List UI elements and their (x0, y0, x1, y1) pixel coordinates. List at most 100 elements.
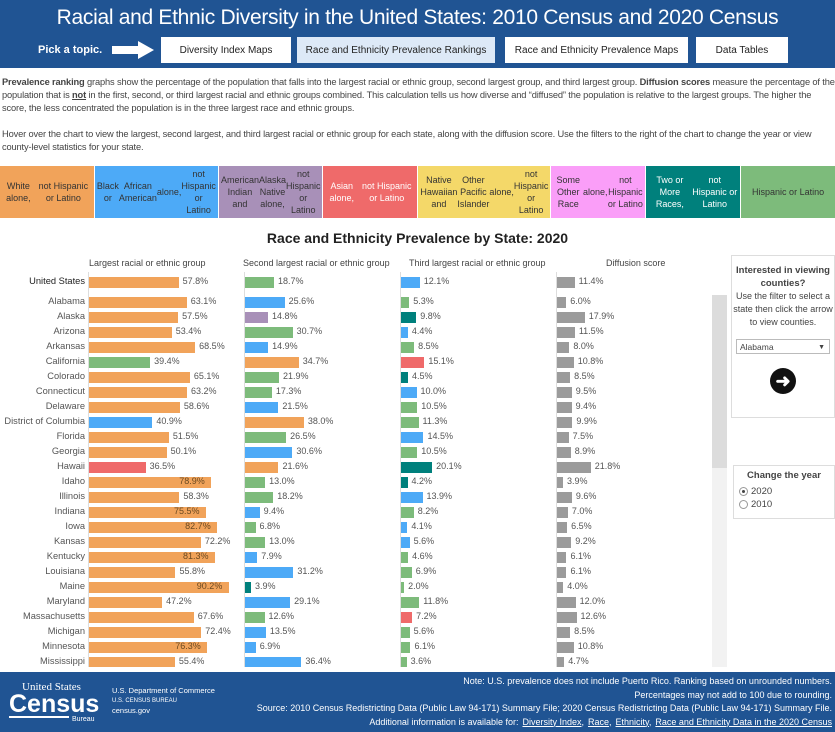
third-bar[interactable] (401, 537, 410, 548)
largest-bar[interactable] (89, 327, 172, 338)
table-row[interactable]: Illinois 58.3% 18.2% 13.9% 9.6% (0, 490, 710, 505)
second-bar[interactable] (245, 297, 285, 308)
diffusion-bar[interactable] (557, 612, 577, 623)
state-select[interactable]: Alabama ▼ (736, 339, 830, 354)
third-bar[interactable] (401, 582, 405, 593)
second-bar[interactable] (245, 582, 252, 593)
third-bar[interactable] (401, 597, 420, 608)
third-bar[interactable] (401, 277, 420, 288)
third-bar[interactable] (401, 297, 410, 308)
largest-bar[interactable] (89, 432, 169, 443)
third-bar[interactable] (401, 612, 413, 623)
diffusion-bar[interactable] (557, 297, 567, 308)
diffusion-bar[interactable] (557, 657, 565, 667)
table-row[interactable]: Maine 90.2% 3.9% 2.0% 4.0% (0, 580, 710, 595)
table-row[interactable]: Maryland 47.2% 29.1% 11.8% 12.0% (0, 595, 710, 610)
largest-bar[interactable] (89, 477, 212, 488)
legend-nhpi[interactable]: Native Hawaiian and Other Pacific Islande… (418, 166, 551, 218)
third-bar[interactable] (401, 642, 411, 653)
third-bar[interactable] (401, 432, 424, 443)
link-ethnicity[interactable]: Ethnicity, (615, 716, 652, 727)
second-bar[interactable] (245, 477, 266, 488)
link-diversity-index[interactable]: Diversity Index, (522, 716, 585, 727)
largest-bar[interactable] (89, 492, 180, 503)
table-row[interactable]: Connecticut 63.2% 17.3% 10.0% 9.5% (0, 385, 710, 400)
link-race-ethnicity-2020[interactable]: Race and Ethnicity Data in the 2020 Cens… (655, 716, 832, 727)
chart-scrollbar[interactable] (712, 295, 727, 667)
diffusion-bar[interactable] (557, 642, 574, 653)
second-bar[interactable] (245, 357, 299, 368)
table-row[interactable]: Idaho 78.9% 13.0% 4.2% 3.9% (0, 475, 710, 490)
largest-bar[interactable] (89, 537, 201, 548)
second-bar[interactable] (245, 312, 268, 323)
table-row[interactable]: Florida 51.5% 26.5% 14.5% 7.5% (0, 430, 710, 445)
diffusion-bar[interactable] (557, 537, 572, 548)
second-bar[interactable] (245, 507, 260, 518)
second-bar[interactable] (245, 342, 269, 353)
largest-bar[interactable] (89, 462, 146, 473)
third-bar[interactable] (401, 372, 408, 383)
second-bar[interactable] (245, 492, 274, 503)
diffusion-bar[interactable] (557, 582, 564, 593)
second-bar[interactable] (245, 537, 266, 548)
third-bar[interactable] (401, 342, 415, 353)
diffusion-bar[interactable] (557, 402, 572, 413)
third-bar[interactable] (401, 462, 433, 473)
second-bar[interactable] (245, 372, 279, 383)
table-row[interactable]: Arkansas 68.5% 14.9% 8.5% 8.0% (0, 340, 710, 355)
table-row[interactable]: Massachusetts 67.6% 12.6% 7.2% 12.6% (0, 610, 710, 625)
second-bar[interactable] (245, 387, 272, 398)
table-row[interactable]: Delaware 58.6% 21.5% 10.5% 9.4% (0, 400, 710, 415)
diffusion-bar[interactable] (557, 627, 571, 638)
radio-2020[interactable]: 2020 (739, 485, 834, 498)
largest-bar[interactable] (89, 447, 167, 458)
third-bar[interactable] (401, 312, 417, 323)
diffusion-bar[interactable] (557, 327, 575, 338)
legend-white[interactable]: White alone, not Hispanic or Latino (0, 166, 94, 218)
largest-bar[interactable] (89, 552, 215, 563)
diffusion-bar[interactable] (557, 277, 575, 288)
second-bar[interactable] (245, 567, 294, 578)
table-row[interactable]: Alabama 63.1% 25.6% 5.3% 6.0% (0, 295, 710, 310)
third-bar[interactable] (401, 447, 418, 458)
arrow-right-circle-icon[interactable]: ➜ (770, 368, 796, 394)
tab-prevalence-rankings[interactable]: Race and Ethnicity Prevalence Rankings (297, 37, 495, 63)
diffusion-bar[interactable] (557, 357, 574, 368)
site-link[interactable]: census.gov (112, 706, 150, 715)
third-bar[interactable] (401, 657, 407, 667)
table-row[interactable]: Colorado 65.1% 21.9% 4.5% 8.5% (0, 370, 710, 385)
second-bar[interactable] (245, 597, 291, 608)
largest-bar[interactable] (89, 277, 179, 288)
third-bar[interactable] (401, 522, 408, 533)
diffusion-bar[interactable] (557, 372, 571, 383)
diffusion-bar[interactable] (557, 522, 568, 533)
third-bar[interactable] (401, 627, 410, 638)
diffusion-bar[interactable] (557, 447, 571, 458)
table-row[interactable]: Minnesota 76.3% 6.9% 6.1% 10.8% (0, 640, 710, 655)
scrollbar-thumb[interactable] (712, 295, 727, 468)
second-bar[interactable] (245, 327, 293, 338)
largest-bar[interactable] (89, 657, 175, 667)
diffusion-bar[interactable] (557, 507, 568, 518)
legend-two[interactable]: Two or More Races, not Hispanic or Latino (646, 166, 741, 218)
diffusion-bar[interactable] (557, 597, 576, 608)
second-bar[interactable] (245, 642, 256, 653)
table-row[interactable]: Kentucky 81.3% 7.9% 4.6% 6.1% (0, 550, 710, 565)
prevalence-chart[interactable]: United States 57.8% 18.7% 12.1% 11.4% Alabama… (0, 275, 710, 667)
table-row[interactable]: Michigan 72.4% 13.5% 5.6% 8.5% (0, 625, 710, 640)
table-row[interactable]: California 39.4% 34.7% 15.1% 10.8% (0, 355, 710, 370)
largest-bar[interactable] (89, 372, 190, 383)
legend-black[interactable]: Black or African American alone, not Hispan… (94, 166, 218, 218)
table-row[interactable]: Indiana 75.5% 9.4% 8.2% 7.0% (0, 505, 710, 520)
largest-bar[interactable] (89, 297, 187, 308)
third-bar[interactable] (401, 507, 414, 518)
largest-bar[interactable] (89, 417, 153, 428)
radio-2010[interactable]: 2010 (739, 498, 834, 511)
third-bar[interactable] (401, 417, 419, 428)
legend-aian[interactable]: American Indian and Alaska Native alone, n… (218, 166, 323, 218)
table-row[interactable]: Arizona 53.4% 30.7% 4.4% 11.5% (0, 325, 710, 340)
largest-bar[interactable] (89, 507, 207, 518)
third-bar[interactable] (401, 492, 423, 503)
largest-bar[interactable] (89, 627, 202, 638)
radio-selected-icon[interactable] (739, 487, 748, 496)
